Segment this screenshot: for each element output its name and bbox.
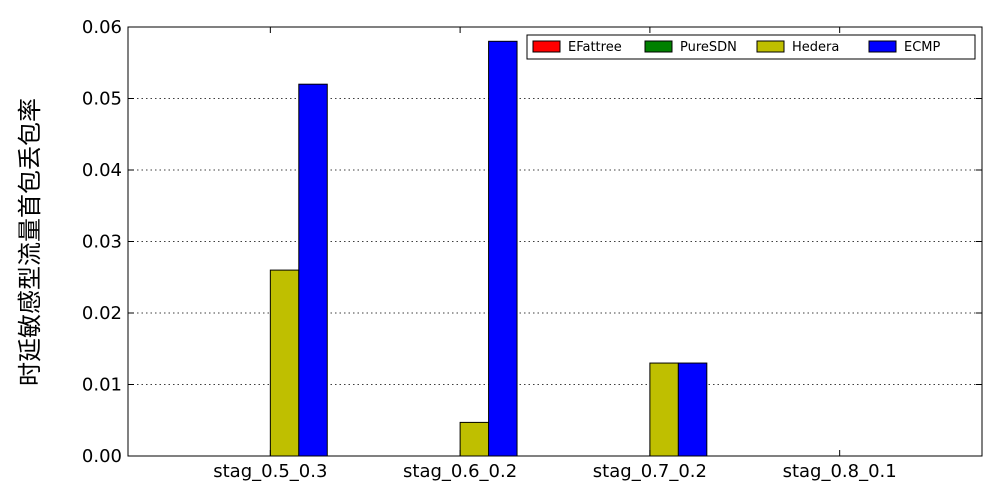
x-tick-label: stag_0.5_0.3 bbox=[213, 461, 327, 482]
y-tick-label: 0.02 bbox=[82, 303, 122, 324]
y-tick-label: 0.03 bbox=[82, 232, 122, 253]
legend-swatch-ecmp bbox=[868, 40, 897, 53]
axis-ticks: 0.00 0.01 0.02 0.03 0.04 0.05 0.06 stag_0.5_0.3… bbox=[82, 17, 982, 482]
legend-swatch-hedera bbox=[756, 40, 785, 53]
bar-hedera-1 bbox=[459, 421, 490, 457]
bar-ecmp-0 bbox=[298, 83, 328, 457]
y-tick-label: 0.01 bbox=[82, 375, 122, 396]
y-tick-label: 0.04 bbox=[82, 160, 122, 181]
bar-ecmp-2 bbox=[677, 362, 708, 457]
x-tick-label: stag_0.8_0.1 bbox=[783, 461, 897, 482]
y-axis-label: 时延敏感型流量首包丢包率 bbox=[16, 98, 44, 386]
legend-label-efattree: EFattree bbox=[568, 40, 622, 55]
legend-swatch-puresdn bbox=[644, 40, 673, 53]
legend-label-ecmp: ECMP bbox=[904, 40, 941, 55]
legend-label-hedera: Hedera bbox=[792, 40, 839, 55]
legend-box bbox=[526, 34, 976, 60]
grid-lines bbox=[128, 98, 982, 385]
bar-hedera-0 bbox=[269, 269, 300, 457]
legend: EFattree PureSDN Hedera ECMP bbox=[526, 34, 976, 60]
legend-swatch-efattree bbox=[532, 40, 561, 53]
bar-ecmp-1 bbox=[488, 40, 518, 457]
bars bbox=[269, 40, 708, 457]
y-tick-label: 0.00 bbox=[82, 446, 122, 467]
bar-hedera-2 bbox=[649, 362, 679, 457]
x-tick-label: stag_0.6_0.2 bbox=[403, 461, 517, 482]
y-tick-label: 0.05 bbox=[82, 89, 122, 110]
y-tick-label: 0.06 bbox=[82, 17, 122, 38]
legend-label-puresdn: PureSDN bbox=[680, 40, 737, 55]
x-tick-label: stag_0.7_0.2 bbox=[593, 461, 707, 482]
